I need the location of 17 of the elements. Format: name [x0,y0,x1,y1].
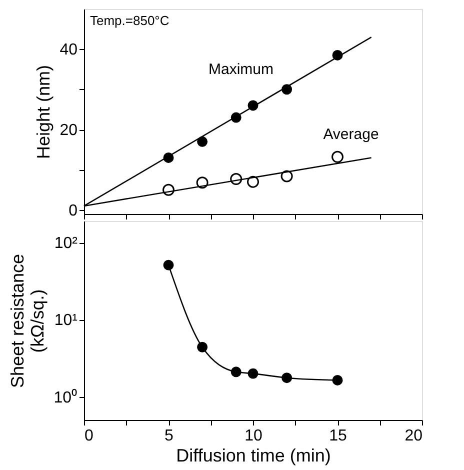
x-tick-label: 15 [329,428,347,444]
y-tick-label: 0 [68,202,78,220]
x-tick-label: 0 [84,428,94,444]
x-tick-label: 20 [404,428,423,444]
y-tick-label: 10¹ [54,312,78,330]
y-tick-label: 10² [54,235,78,252]
x-tick-label: 5 [164,428,174,444]
x-axis-title: Diffusion time (min) [176,446,331,466]
annotation: Average [323,126,379,143]
annotation: Maximum [208,61,274,78]
y-axis-title: Sheet resistance (kΩ/sq.) [8,254,48,388]
y-axis-title: Height (nm) [34,64,54,160]
annotation: Temp.=850°C [90,13,170,28]
y-tick-label: 10⁰ [54,388,78,406]
x-tick-label: 10 [244,428,262,444]
y-tick-label: 40 [60,42,78,59]
y-tick-label: 20 [60,122,78,140]
